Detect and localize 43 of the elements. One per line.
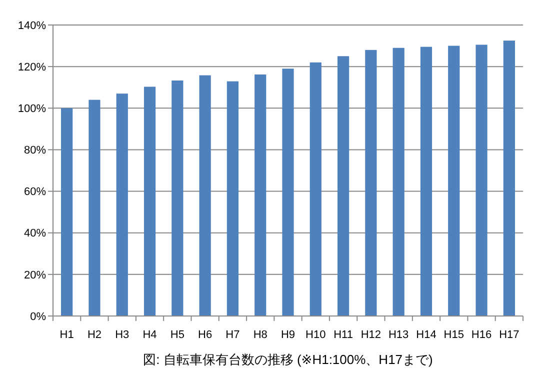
bar [392,48,404,316]
bar [282,68,294,316]
y-tick-label: 20% [24,269,46,282]
bar [310,62,322,316]
bar [420,46,432,316]
x-tick-label: H7 [226,329,240,341]
x-tick-label: H9 [280,329,296,341]
x-tick-label: H8 [253,329,268,341]
x-tick-label: H6 [198,329,212,341]
x-tick-label: H12 [360,329,382,341]
bar [337,56,350,316]
bar [61,108,73,316]
y-tick-label: 120% [18,61,46,74]
bar [172,80,184,316]
x-tick-label: H5 [170,329,184,341]
bar [503,40,515,316]
y-tick-label: 100% [18,102,46,115]
x-tick-label: H13 [388,329,409,341]
x-tick-label: H2 [87,329,102,341]
bar [144,86,156,316]
bar [448,46,460,316]
x-tick-label: H4 [142,329,157,341]
y-tick-label: 80% [24,144,46,157]
x-tick-label: H10 [306,329,326,341]
y-tick-label: 140% [18,20,46,32]
y-tick-label: 60% [24,186,46,198]
x-tick-label: H1 [60,329,74,341]
x-tick-label: H11 [334,329,353,341]
x-tick-label: H15 [444,329,464,341]
bar [365,50,377,316]
bar [254,74,266,316]
x-tick-label: H3 [115,329,130,341]
x-tick-label: H14 [416,329,436,341]
bar [88,100,100,316]
x-tick-label: H17 [499,329,520,341]
bar [199,75,211,316]
bar [116,94,128,316]
y-tick-label: 40% [24,228,46,240]
bar [226,81,239,316]
bar [476,44,488,316]
x-tick-label: H16 [471,329,492,341]
y-tick-label: 0% [30,310,46,323]
text: 図: 自転車保有台数の推移 (※H1:100%、H17まで) [143,352,433,367]
